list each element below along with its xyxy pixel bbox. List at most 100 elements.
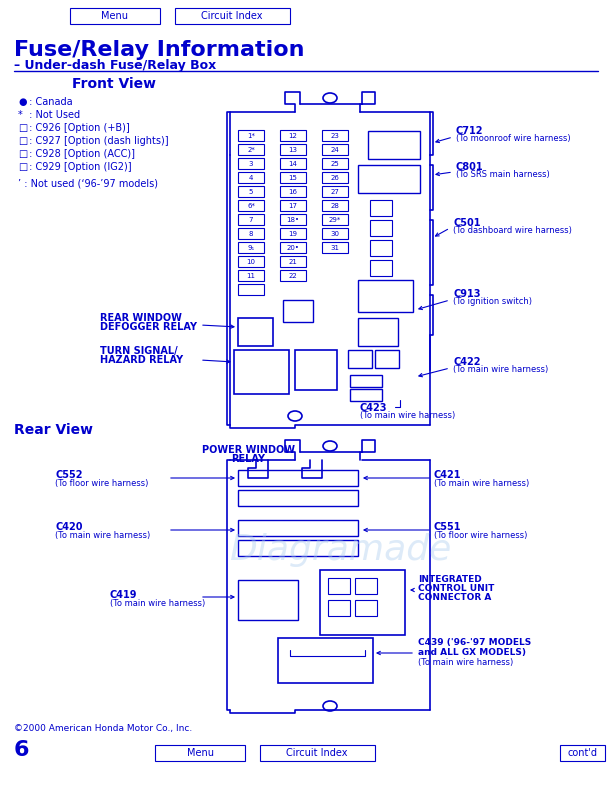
Text: (To main wire harness): (To main wire harness) (418, 658, 513, 667)
Text: □: □ (18, 136, 28, 146)
Ellipse shape (323, 441, 337, 451)
Bar (278, 638, 373, 683)
Text: C913: C913 (453, 289, 480, 299)
Text: INTEGRATED: INTEGRATED (418, 575, 482, 584)
Text: 19: 19 (288, 231, 297, 238)
Bar (322, 186, 348, 197)
Bar (238, 186, 264, 197)
Bar (238, 470, 358, 486)
Text: 6: 6 (14, 740, 29, 760)
Ellipse shape (323, 93, 337, 103)
Bar (322, 130, 348, 141)
Bar (70, 8, 160, 24)
Text: Front View: Front View (72, 77, 156, 91)
Bar (358, 165, 420, 193)
Bar (238, 284, 264, 295)
Text: 1*: 1* (247, 134, 255, 139)
Text: REAR WINDOW: REAR WINDOW (100, 313, 182, 323)
Text: 7: 7 (248, 218, 253, 223)
Text: (To main wire harness): (To main wire harness) (110, 599, 205, 608)
Text: : Canada: : Canada (26, 97, 73, 107)
Bar (280, 130, 306, 141)
Text: : C929 [Option (IG2)]: : C929 [Option (IG2)] (26, 162, 132, 172)
Text: 20•: 20• (286, 246, 299, 252)
Text: (To SRS main harness): (To SRS main harness) (456, 170, 550, 179)
Bar (350, 389, 382, 401)
Text: : C927 [Option (dash lights)]: : C927 [Option (dash lights)] (26, 136, 169, 146)
Text: – Under-dash Fuse/Relay Box: – Under-dash Fuse/Relay Box (14, 59, 220, 73)
Bar (370, 240, 392, 256)
Text: Fuse/Relay Information: Fuse/Relay Information (14, 40, 305, 60)
Bar (234, 350, 289, 394)
Text: (To main wire harness): (To main wire harness) (434, 479, 529, 488)
Text: C421: C421 (434, 470, 461, 480)
Bar (238, 256, 264, 267)
Bar (260, 745, 375, 761)
Text: *: * (18, 110, 23, 120)
Bar (328, 600, 350, 616)
Text: 16: 16 (288, 189, 297, 196)
Text: and ALL GX MODELS): and ALL GX MODELS) (418, 648, 526, 657)
Bar (350, 375, 382, 387)
Text: 25: 25 (330, 162, 340, 167)
Text: Diagramade: Diagramade (229, 533, 451, 567)
Text: (To moonroof wire harness): (To moonroof wire harness) (456, 134, 570, 143)
Text: 17: 17 (288, 204, 297, 210)
Text: 11: 11 (247, 273, 255, 280)
Text: (To dashboard wire harness): (To dashboard wire harness) (453, 226, 572, 235)
Bar (322, 228, 348, 239)
Text: (To main wire harness): (To main wire harness) (453, 365, 548, 374)
Text: 31: 31 (330, 246, 340, 252)
Bar (280, 144, 306, 155)
Text: 3: 3 (248, 162, 253, 167)
Text: C501: C501 (453, 218, 480, 228)
Text: C712: C712 (456, 126, 483, 136)
Bar (322, 214, 348, 225)
Text: (To ignition switch): (To ignition switch) (453, 297, 532, 306)
Bar (280, 214, 306, 225)
Bar (175, 8, 290, 24)
Bar (358, 280, 413, 312)
Text: 8: 8 (248, 231, 253, 238)
Text: (To floor wire harness): (To floor wire harness) (434, 531, 528, 540)
Bar (370, 200, 392, 216)
Text: 23: 23 (330, 134, 340, 139)
Text: Rear View: Rear View (14, 423, 93, 437)
Bar (358, 318, 398, 346)
Bar (238, 214, 264, 225)
Text: : C926 [Option (+B)]: : C926 [Option (+B)] (26, 123, 130, 133)
Text: : Not Used: : Not Used (26, 110, 80, 120)
Text: 10: 10 (247, 260, 255, 265)
Bar (238, 130, 264, 141)
Text: 24: 24 (330, 147, 340, 154)
Bar (280, 186, 306, 197)
Bar (283, 300, 313, 322)
Text: C420: C420 (55, 522, 83, 532)
Text: Menu: Menu (187, 748, 214, 758)
Text: 5: 5 (249, 189, 253, 196)
Text: 21: 21 (289, 260, 297, 265)
Text: Menu: Menu (102, 11, 129, 21)
Text: □: □ (18, 123, 28, 133)
Text: Circuit Index: Circuit Index (286, 748, 348, 758)
Text: 9₁: 9₁ (247, 246, 255, 252)
Bar (238, 580, 298, 620)
Text: 6*: 6* (247, 204, 255, 210)
Text: C422: C422 (453, 357, 480, 367)
Text: 13: 13 (288, 147, 297, 154)
Text: DEFOGGER RELAY: DEFOGGER RELAY (100, 322, 197, 332)
Bar (238, 144, 264, 155)
Ellipse shape (323, 701, 337, 711)
Bar (280, 200, 306, 211)
Bar (238, 540, 358, 556)
Text: ’ : Not used (‘96-’97 models): ’ : Not used (‘96-’97 models) (18, 179, 158, 189)
Bar (370, 220, 392, 236)
Text: (To main wire harness): (To main wire harness) (55, 531, 151, 540)
Ellipse shape (288, 411, 302, 421)
Text: 15: 15 (289, 176, 297, 181)
Text: ●: ● (18, 97, 26, 107)
Bar (322, 144, 348, 155)
Bar (238, 270, 264, 281)
Bar (280, 172, 306, 183)
Bar (238, 172, 264, 183)
